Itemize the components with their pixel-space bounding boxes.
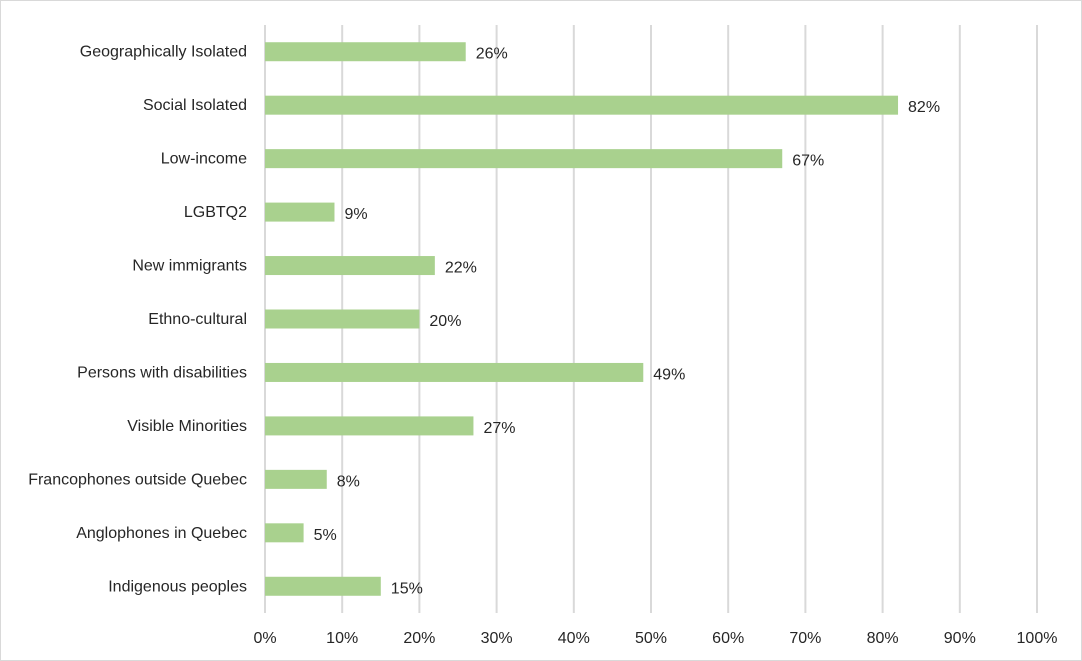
x-tick-label: 30%: [481, 630, 513, 647]
x-tick-label: 10%: [326, 630, 358, 647]
x-tick-label: 90%: [944, 630, 976, 647]
x-tick-label: 20%: [403, 630, 435, 647]
category-label: LGBTQ2: [184, 204, 247, 221]
x-tick-label: 70%: [789, 630, 821, 647]
data-label: 67%: [792, 153, 824, 170]
category-label: Ethno-cultural: [148, 311, 247, 328]
bar: [265, 202, 335, 222]
x-tick-label: 60%: [712, 630, 744, 647]
bar: [265, 95, 899, 115]
x-tick-label: 40%: [558, 630, 590, 647]
x-tick-labels: 0% 10% 20% 30% 40% 50% 60% 70% 80% 90% 100%: [253, 630, 1057, 647]
bar: [265, 362, 644, 382]
data-label: 15%: [391, 580, 423, 597]
value-labels: 26% 82% 67% 9% 22% 20% 49% 27% 8% 5% 15%: [314, 46, 940, 598]
data-label: 8%: [337, 473, 360, 490]
category-label: Persons with disabilities: [77, 364, 247, 381]
x-tick-label: 0%: [253, 630, 276, 647]
bars: [265, 42, 899, 596]
category-label: Visible Minorities: [127, 418, 247, 435]
bar: [265, 256, 435, 276]
category-label: Low-income: [161, 151, 247, 168]
x-tick-label: 50%: [635, 630, 667, 647]
category-label: Social Isolated: [143, 97, 247, 114]
x-tick-label: 100%: [1017, 630, 1058, 647]
category-label: Francophones outside Quebec: [28, 471, 247, 488]
category-label: Anglophones in Quebec: [76, 525, 247, 542]
data-label: 20%: [429, 313, 461, 330]
category-labels: Geographically Isolated Social Isolated Lo…: [28, 44, 247, 596]
data-label: 5%: [314, 527, 337, 544]
data-label: 22%: [445, 260, 477, 277]
bar: [265, 469, 327, 489]
gridlines: [264, 25, 1038, 613]
bar: [265, 42, 466, 62]
category-label: Geographically Isolated: [80, 44, 247, 61]
bar: [265, 523, 304, 543]
data-label: 49%: [653, 366, 685, 383]
bar: [265, 416, 474, 436]
bar: [265, 309, 420, 329]
bar: [265, 576, 381, 596]
x-tick-label: 80%: [867, 630, 899, 647]
category-label: New immigrants: [132, 258, 247, 275]
data-label: 82%: [908, 99, 940, 116]
category-label: Indigenous peoples: [108, 578, 247, 595]
data-label: 27%: [483, 420, 515, 437]
bar: [265, 149, 783, 169]
data-label: 9%: [344, 206, 367, 223]
data-label: 26%: [476, 46, 508, 63]
